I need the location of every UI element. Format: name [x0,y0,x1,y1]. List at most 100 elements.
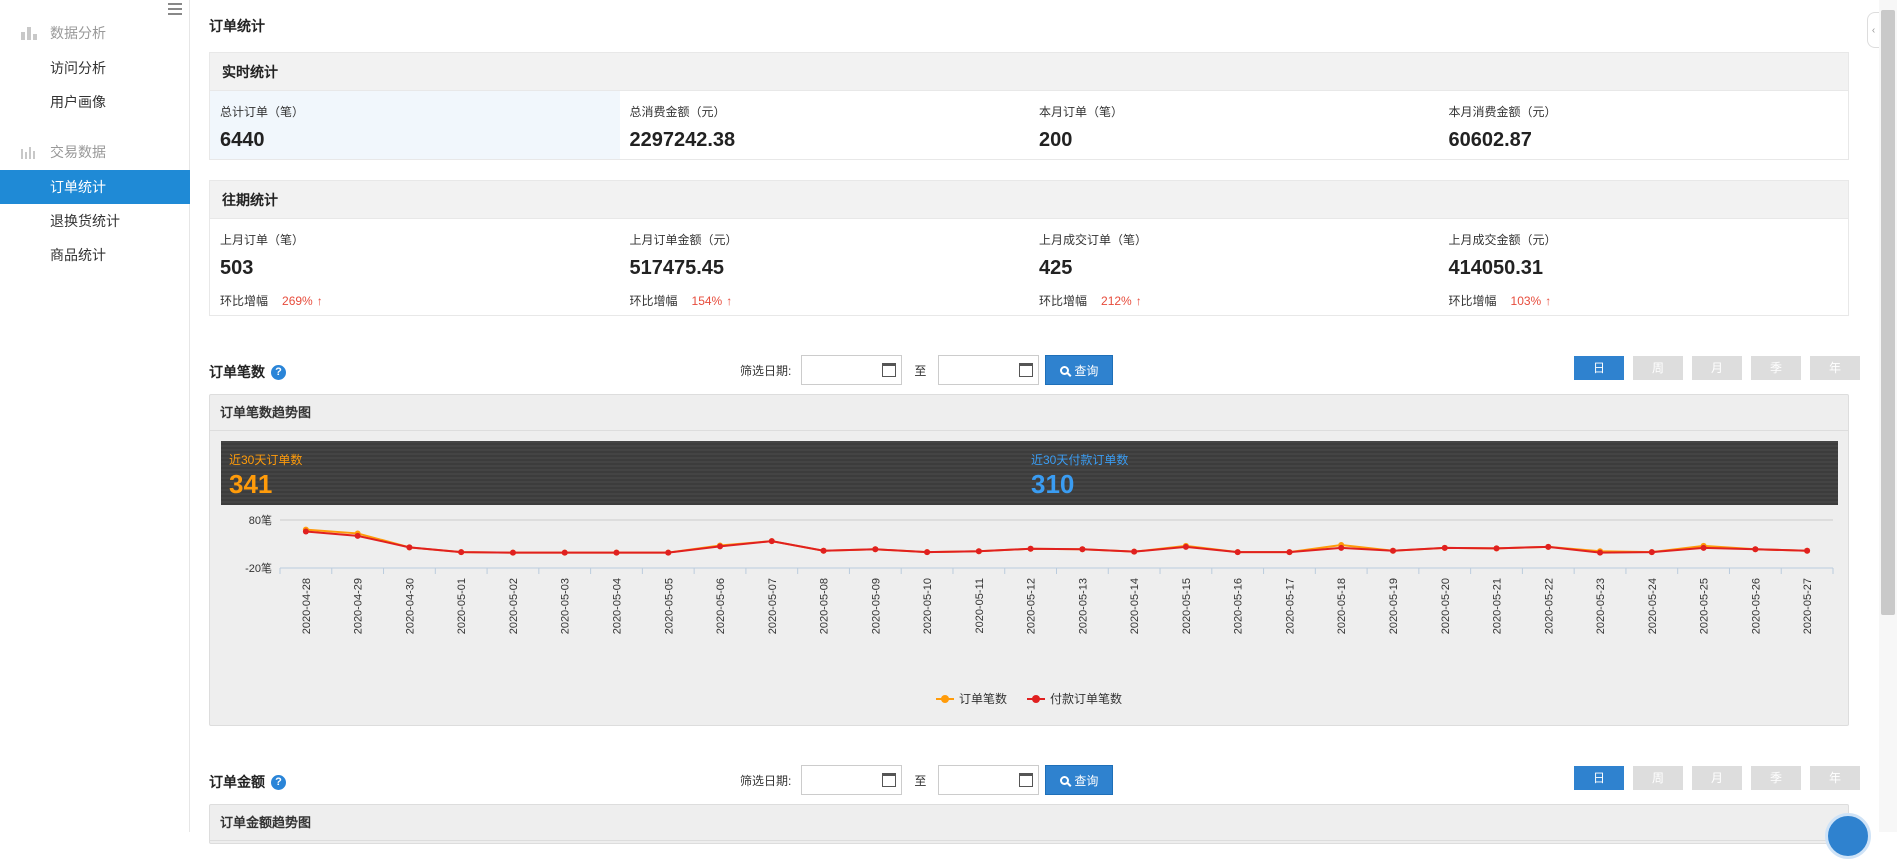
calendar-icon[interactable] [1019,773,1034,787]
legend-item-paid-orders[interactable]: 付款订单笔数 [1027,690,1122,707]
data-point [975,548,982,555]
change-label: 环比增幅 [1448,294,1497,308]
page-title: 订单统计 [209,18,265,34]
sidebar-item-user-profile[interactable]: 用户画像 [50,94,106,110]
data-point [1752,546,1759,553]
calendar-icon[interactable] [882,773,897,787]
data-point [820,547,827,554]
x-tick-label: 2020-05-07 [767,578,779,634]
tab-week[interactable]: 周 [1633,766,1683,790]
data-point [1804,547,1811,554]
date-filter-amount: 筛选日期: 至 查询 [740,765,1114,795]
date-filter: 筛选日期: 至 查询 [740,355,1114,385]
data-point [1234,549,1241,556]
stat-last-month-deals: 上月成交订单（笔） 425 环比增幅 212% ↑ [1029,219,1439,315]
scrollbar[interactable] [1879,0,1897,832]
sidebar-item-return-stats[interactable]: 退换货统计 [50,213,120,229]
data-point [613,549,620,556]
arrow-up-icon: ↑ [1135,294,1142,308]
legend-label: 订单笔数 [958,692,1007,706]
x-tick-label: 2020-05-03 [560,578,572,634]
calendar-icon[interactable] [1019,363,1034,377]
summary-label: 近30天付款订单数 [1031,453,1129,467]
stat-change: 环比增幅 154% ↑ [630,292,1020,309]
arrow-up-icon: ↑ [726,294,733,308]
start-date-input[interactable] [801,765,903,795]
tab-quarter[interactable]: 季 [1751,766,1801,790]
sidebar-item-order-stats[interactable]: 订单统计 [0,170,190,204]
legend-item-orders[interactable]: 订单笔数 [935,690,1007,707]
floating-help-button[interactable] [1825,813,1871,859]
data-point [768,538,775,545]
sidebar-group-label: 数据分析 [50,25,106,41]
tab-year[interactable]: 年 [1810,766,1860,790]
help-icon[interactable]: ? [271,364,286,380]
menu-toggle-icon[interactable] [168,3,182,15]
data-point [1079,546,1086,553]
stat-label: 本月订单（笔） [1039,105,1124,119]
end-date-input[interactable] [938,355,1040,385]
sidebar-group-data-analysis: 数据分析 [0,16,190,50]
query-button[interactable]: 查询 [1045,765,1114,795]
x-tick-label: 2020-05-16 [1233,578,1245,634]
summary-value: 341 [229,469,273,499]
x-tick-label: 2020-05-22 [1543,578,1555,634]
sidebar: 数据分析 访问分析 用户画像 交易数据 订单统计 退换货统计 商品统计 [0,0,190,832]
stat-value: 414050.31 [1448,257,1544,279]
tab-year[interactable]: 年 [1810,356,1860,380]
period-tabs: 日 周 月 季 年 [1565,356,1860,380]
data-point [1131,548,1138,555]
stat-total-amount: 总消费金额（元） 2297242.38 [620,91,1030,159]
x-tick-label: 2020-05-17 [1284,578,1296,634]
collapse-panel-icon[interactable]: ‹ [1867,12,1879,48]
tab-week[interactable]: 周 [1633,356,1683,380]
data-point [1597,549,1604,556]
stat-last-month-orders: 上月订单（笔） 503 环比增幅 269% ↑ [210,219,620,315]
help-icon[interactable]: ? [271,774,286,790]
x-tick-label: 2020-05-01 [456,578,468,634]
order-trend-chart-panel: 订单笔数趋势图 近30天订单数 341 近30天付款订单数 310 80笔 -20… [209,394,1849,726]
x-tick-label: 2020-05-23 [1595,578,1607,634]
chart-legend: 订单笔数 付款订单笔数 [210,690,1848,707]
data-point [1286,549,1293,556]
data-point [302,528,309,535]
chart-title: 订单金额趋势图 [210,805,1848,841]
sidebar-item-product-stats[interactable]: 商品统计 [50,247,106,263]
start-date-input[interactable] [801,355,903,385]
x-tick-label: 2020-05-09 [870,578,882,634]
column-chart-icon [21,147,35,159]
data-point [561,549,568,556]
query-button[interactable]: 查询 [1045,355,1114,385]
legend-label: 付款订单笔数 [1050,692,1123,706]
stat-value: 425 [1039,257,1073,279]
data-point [665,549,672,556]
arrow-up-icon: ↑ [1545,294,1552,308]
tab-day[interactable]: 日 [1574,766,1624,790]
scrollbar-thumb[interactable] [1881,10,1895,615]
tab-quarter[interactable]: 季 [1751,356,1801,380]
data-point [1493,545,1500,552]
data-point [1441,544,1448,551]
x-tick-label: 2020-04-29 [353,578,365,634]
sidebar-item-visit-analysis[interactable]: 访问分析 [50,60,106,76]
stat-label: 上月订单（笔） [220,233,305,247]
stat-change: 环比增幅 269% ↑ [220,292,610,309]
x-tick-label: 2020-04-28 [301,578,313,634]
section-title-text: 订单金额 [209,774,265,790]
x-tick-label: 2020-05-20 [1440,578,1452,634]
change-label: 环比增幅 [629,294,678,308]
tab-month[interactable]: 月 [1692,766,1742,790]
x-tick-label: 2020-05-24 [1647,578,1659,634]
x-tick-label: 2020-05-19 [1388,578,1400,634]
section-title-order-amount: 订单金额 ? [209,772,286,792]
tab-month[interactable]: 月 [1692,356,1742,380]
data-point [458,549,465,556]
tab-day[interactable]: 日 [1574,356,1624,380]
search-icon [1060,775,1070,785]
calendar-icon[interactable] [882,363,897,377]
data-point [509,549,516,556]
end-date-input[interactable] [938,765,1040,795]
series-line-1 [305,530,1808,554]
data-point [1338,544,1345,551]
y-tick-label: -20笔 [245,561,272,575]
